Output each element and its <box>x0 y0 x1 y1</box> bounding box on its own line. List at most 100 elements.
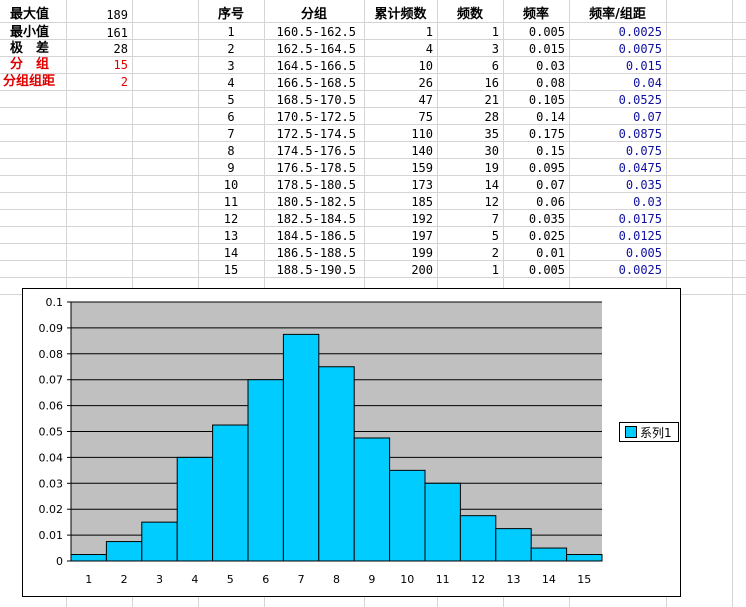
cell-rate[interactable]: 0.015 <box>528 42 565 56</box>
min-value[interactable]: 161 <box>106 26 128 40</box>
cell-frequency[interactable]: 3 <box>491 42 499 56</box>
cell-density[interactable]: 0.0875 <box>618 127 662 141</box>
cell-group[interactable]: 186.5-188.5 <box>276 246 356 260</box>
cell-density[interactable]: 0.0125 <box>618 229 662 243</box>
cell-cumulative[interactable]: 1 <box>425 25 433 39</box>
cell-frequency[interactable]: 16 <box>484 76 499 90</box>
cell-cumulative[interactable]: 75 <box>418 110 433 124</box>
cell-index[interactable]: 5 <box>227 93 235 107</box>
cell-rate[interactable]: 0.14 <box>536 110 565 124</box>
cell-frequency[interactable]: 35 <box>484 127 499 141</box>
cell-cumulative[interactable]: 197 <box>411 229 433 243</box>
cell-density[interactable]: 0.035 <box>625 178 662 192</box>
cell-rate[interactable]: 0.01 <box>536 246 565 260</box>
cell-density[interactable]: 0.0525 <box>618 93 662 107</box>
cell-rate[interactable]: 0.15 <box>536 144 565 158</box>
cell-cumulative[interactable]: 159 <box>411 161 433 175</box>
cell-index[interactable]: 11 <box>223 195 239 209</box>
cell-density[interactable]: 0.005 <box>625 246 662 260</box>
cell-cumulative[interactable]: 200 <box>411 263 433 277</box>
cell-frequency[interactable]: 6 <box>491 59 499 73</box>
cell-cumulative[interactable]: 10 <box>418 59 433 73</box>
cell-index[interactable]: 8 <box>227 144 235 158</box>
cell-frequency[interactable]: 28 <box>484 110 499 124</box>
cell-group[interactable]: 180.5-182.5 <box>276 195 356 209</box>
cell-group[interactable]: 178.5-180.5 <box>276 178 356 192</box>
cell-frequency[interactable]: 14 <box>484 178 499 192</box>
cell-group[interactable]: 170.5-172.5 <box>276 110 356 124</box>
cell-rate[interactable]: 0.07 <box>536 178 565 192</box>
cell-index[interactable]: 15 <box>223 263 239 277</box>
cell-index[interactable]: 14 <box>223 246 239 260</box>
header-cumulative[interactable]: 累计频数 <box>374 7 427 22</box>
cell-frequency[interactable]: 7 <box>491 212 499 226</box>
cell-index[interactable]: 2 <box>227 42 235 56</box>
cell-group[interactable]: 166.5-168.5 <box>276 76 356 90</box>
max-label[interactable]: 最大值 <box>10 7 50 22</box>
cell-index[interactable]: 12 <box>223 212 239 226</box>
cell-group[interactable]: 184.5-186.5 <box>276 229 356 243</box>
cell-index[interactable]: 1 <box>227 25 235 39</box>
histogram-chart[interactable]: 0 0.01 0.02 0.03 0.04 0.05 0.06 0.07 0.08 0.09 0.1… <box>22 288 681 597</box>
range-label[interactable]: 极 差 <box>10 41 50 56</box>
cell-index[interactable]: 4 <box>227 76 235 90</box>
cell-cumulative[interactable]: 199 <box>411 246 433 260</box>
cell-cumulative[interactable]: 140 <box>411 144 433 158</box>
cell-rate[interactable]: 0.08 <box>536 76 565 90</box>
cell-group[interactable]: 176.5-178.5 <box>276 161 356 175</box>
chart-legend[interactable]: 系列1 <box>619 422 679 442</box>
cell-cumulative[interactable]: 47 <box>418 93 433 107</box>
cell-cumulative[interactable]: 192 <box>411 212 433 226</box>
cell-density[interactable]: 0.0025 <box>618 25 662 39</box>
cell-density[interactable]: 0.015 <box>625 59 662 73</box>
cell-frequency[interactable]: 1 <box>491 263 499 277</box>
cell-cumulative[interactable]: 185 <box>411 195 433 209</box>
cell-density[interactable]: 0.04 <box>633 76 662 90</box>
cell-rate[interactable]: 0.03 <box>536 59 565 73</box>
cell-rate[interactable]: 0.005 <box>528 263 565 277</box>
cell-density[interactable]: 0.0475 <box>618 161 662 175</box>
header-density[interactable]: 频率/组距 <box>589 7 646 22</box>
cell-index[interactable]: 9 <box>227 161 235 175</box>
header-frequency[interactable]: 频数 <box>456 7 483 22</box>
groups-label[interactable]: 分 组 <box>10 57 50 72</box>
cell-rate[interactable]: 0.025 <box>528 229 565 243</box>
cell-cumulative[interactable]: 4 <box>425 42 433 56</box>
min-label[interactable]: 最小值 <box>10 25 50 40</box>
cell-density[interactable]: 0.0175 <box>618 212 662 226</box>
cell-group[interactable]: 174.5-176.5 <box>276 144 356 158</box>
cell-rate[interactable]: 0.105 <box>528 93 565 107</box>
max-value[interactable]: 189 <box>106 8 128 22</box>
cell-group[interactable]: 182.5-184.5 <box>276 212 356 226</box>
cell-group[interactable]: 168.5-170.5 <box>276 93 356 107</box>
cell-index[interactable]: 13 <box>223 229 239 243</box>
width-value[interactable]: 2 <box>120 75 128 89</box>
cell-group[interactable]: 188.5-190.5 <box>276 263 356 277</box>
width-label[interactable]: 分组组距 <box>3 74 56 89</box>
cell-frequency[interactable]: 12 <box>484 195 499 209</box>
cell-rate[interactable]: 0.035 <box>528 212 565 226</box>
cell-cumulative[interactable]: 110 <box>411 127 433 141</box>
cell-rate[interactable]: 0.06 <box>536 195 565 209</box>
cell-cumulative[interactable]: 26 <box>418 76 433 90</box>
cell-rate[interactable]: 0.005 <box>528 25 565 39</box>
cell-density[interactable]: 0.03 <box>633 195 662 209</box>
cell-frequency[interactable]: 19 <box>484 161 499 175</box>
cell-index[interactable]: 6 <box>227 110 235 124</box>
cell-frequency[interactable]: 1 <box>491 25 499 39</box>
cell-density[interactable]: 0.07 <box>633 110 662 124</box>
cell-frequency[interactable]: 30 <box>484 144 499 158</box>
cell-cumulative[interactable]: 173 <box>411 178 433 192</box>
cell-density[interactable]: 0.075 <box>625 144 662 158</box>
header-rate[interactable]: 频率 <box>522 7 549 22</box>
cell-rate[interactable]: 0.095 <box>528 161 565 175</box>
cell-index[interactable]: 3 <box>227 59 235 73</box>
header-group[interactable]: 分组 <box>300 7 327 22</box>
groups-value[interactable]: 15 <box>113 58 128 72</box>
cell-frequency[interactable]: 2 <box>491 246 499 260</box>
cell-index[interactable]: 7 <box>227 127 235 141</box>
range-value[interactable]: 28 <box>113 42 128 56</box>
cell-density[interactable]: 0.0025 <box>618 263 662 277</box>
cell-group[interactable]: 172.5-174.5 <box>276 127 356 141</box>
cell-density[interactable]: 0.0075 <box>618 42 662 56</box>
